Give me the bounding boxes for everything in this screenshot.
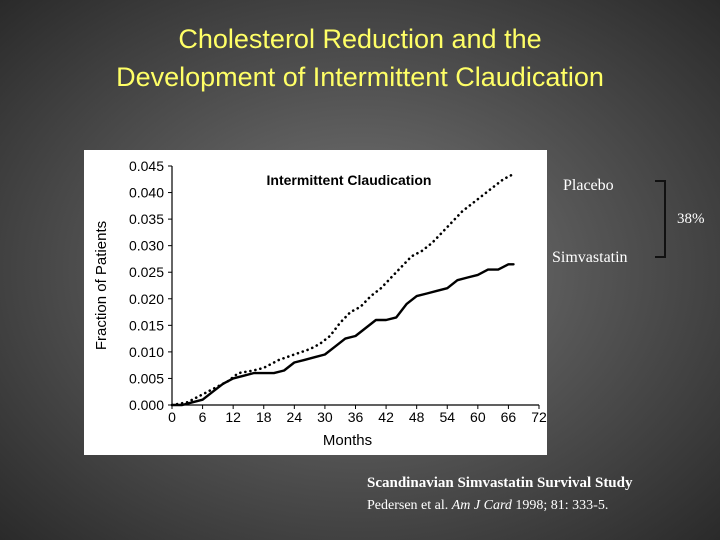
chart-panel: 0.000 0.005 0.010 0.015 0.020 0.025 0.030 0.035… [84,150,547,455]
x-tick-label: 30 [317,409,333,425]
citation-journal: Am J Card [451,498,512,513]
x-tick-label: 6 [199,409,207,425]
citation-authors: Pedersen et al. [367,498,452,513]
series-line-simvastatin [170,263,515,407]
x-tick-label: 42 [378,409,394,425]
x-tick-label: 72 [531,409,547,425]
y-tick-label: 0.035 [129,211,164,227]
x-tick-label: 60 [470,409,486,425]
y-tick-label: 0.005 [129,370,164,386]
x-tick-label: 66 [501,409,517,425]
citation-volume: 1998; 81: 333-5. [511,498,609,513]
x-tick-label: 18 [256,409,272,425]
x-axis-label: Months [323,432,372,449]
x-tick-label: 54 [439,409,455,425]
y-tick-label: 0.040 [129,185,164,201]
x-tick-label: 48 [409,409,425,425]
x-tick-label: 24 [287,409,303,425]
reduction-percent: 38% [677,211,705,227]
y-tick-label: 0.000 [129,397,164,413]
slide-title: Cholesterol Reduction and the Developmen… [0,20,720,96]
x-tick-label: 36 [348,409,364,425]
y-tick-label: 0.010 [129,344,164,360]
y-tick-label: 0.030 [129,238,164,254]
x-tick-label: 0 [168,409,176,425]
y-tick-label: 0.025 [129,264,164,280]
y-axis-label: Fraction of Patients [93,221,110,350]
series-line-placebo [170,172,515,407]
chart-title: Intermittent Claudication [267,172,432,188]
title-line-2: Development of Intermittent Claudication [116,62,604,92]
placebo-annotation: Placebo [563,177,614,194]
y-tick-label: 0.015 [129,317,164,333]
citation-reference: Pedersen et al. Am J Card 1998; 81: 333-… [367,498,608,514]
x-tick-label: 12 [225,409,241,425]
difference-bracket [655,180,666,258]
claudication-chart: 0.000 0.005 0.010 0.015 0.020 0.025 0.030 0.035… [93,158,547,449]
simvastatin-annotation: Simvastatin [552,249,628,266]
y-tick-label: 0.045 [129,158,164,174]
y-tick-label: 0.020 [129,291,164,307]
citation-study: Scandinavian Simvastatin Survival Study [367,475,633,491]
title-line-1: Cholesterol Reduction and the [178,24,542,54]
